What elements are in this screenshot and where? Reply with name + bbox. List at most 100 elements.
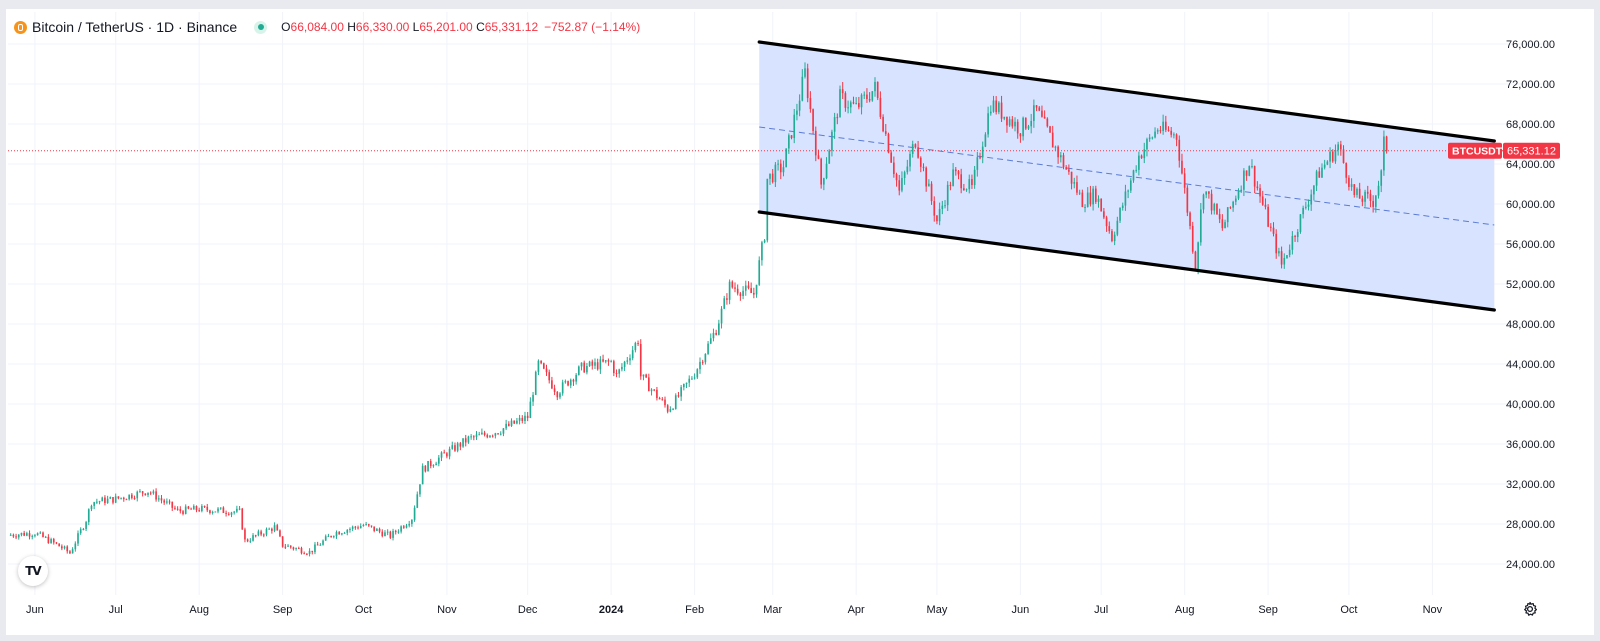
x-tick-label: Oct <box>355 604 372 616</box>
candle-down <box>715 329 717 336</box>
candle-up <box>252 533 254 542</box>
candle-up <box>981 141 984 164</box>
candle-body <box>777 163 779 165</box>
candle-body <box>82 528 85 530</box>
candle-down <box>1186 185 1189 217</box>
candle-up <box>758 256 761 286</box>
candle-body <box>1334 150 1337 162</box>
candle-body <box>464 438 467 443</box>
candle-body <box>322 540 324 545</box>
candle-down <box>491 434 494 438</box>
candle-body <box>868 99 871 101</box>
candle-down <box>858 96 860 110</box>
candle-down <box>1016 119 1019 139</box>
candle-body <box>914 144 917 148</box>
candle-body <box>992 100 995 112</box>
candle-body <box>731 281 734 288</box>
candle-body <box>179 509 182 512</box>
high-value: 66,330.00 <box>355 20 410 34</box>
ohlc-values: O66,084.00 H66,330.00 L65,201.00 C65,331… <box>281 20 538 34</box>
candle-body <box>214 511 217 513</box>
candle-body <box>736 288 739 294</box>
candle-body <box>378 528 381 532</box>
candle-body <box>564 381 567 383</box>
candle-body <box>1081 192 1084 208</box>
candle-body <box>483 432 486 435</box>
candle-down <box>179 506 182 514</box>
candle-body <box>114 496 117 503</box>
candle-up <box>319 543 322 546</box>
symbol-legend[interactable]: Bitcoin / TetherUS · 1D · Binance O66,08… <box>14 17 640 37</box>
x-tick-label: Mar <box>763 604 782 616</box>
candle-up <box>408 520 411 528</box>
candle-body <box>1288 249 1291 256</box>
candle-body <box>289 545 292 548</box>
candle-down <box>1280 246 1283 269</box>
candle-up <box>911 140 914 158</box>
candle-body <box>66 546 69 552</box>
y-tick-label: 32,000.00 <box>1506 479 1555 491</box>
candle-body <box>973 169 976 186</box>
candle-down <box>1267 204 1269 228</box>
candle-up <box>20 532 23 537</box>
candle-body <box>763 240 766 243</box>
channel-lower-line[interactable] <box>757 210 1496 312</box>
candle-body <box>938 208 941 222</box>
candle-body <box>9 534 12 536</box>
candle-body <box>1304 206 1307 208</box>
candle-up <box>365 521 367 526</box>
channel-upper-line[interactable] <box>757 40 1496 143</box>
candle-body <box>513 420 516 424</box>
candle-body <box>1046 118 1049 127</box>
candle-body <box>211 511 214 513</box>
candle-down <box>1089 185 1092 207</box>
candle-body <box>209 510 211 513</box>
candle-body <box>435 463 437 466</box>
symbol-title[interactable]: Bitcoin / TetherUS · 1D · Binance <box>32 19 238 35</box>
candle-body <box>658 398 661 400</box>
candle-up <box>693 373 696 380</box>
candle-up <box>621 363 623 372</box>
candle-body <box>90 505 93 510</box>
candle-up <box>1299 213 1302 234</box>
tradingview-logo-icon[interactable]: TV <box>18 556 48 586</box>
candle-body <box>147 492 149 496</box>
candle-down <box>1046 117 1049 128</box>
candle-up <box>376 527 378 532</box>
candle-body <box>330 535 332 537</box>
candle-body <box>1068 169 1070 172</box>
market-status-icon[interactable] <box>254 20 268 34</box>
candle-up <box>139 489 141 493</box>
candle-body <box>753 292 755 295</box>
candle-body <box>1129 180 1132 191</box>
candle-down <box>1019 133 1022 143</box>
price-axis[interactable]: 76,000.00 72,000.00 68,000.00 64,000.00 60,0… <box>1506 39 1555 571</box>
channel-borders[interactable] <box>757 40 1496 312</box>
candle-body <box>316 544 319 546</box>
gear-icon[interactable] <box>1522 601 1538 617</box>
candle-body <box>898 180 901 191</box>
candle-body <box>1377 185 1380 196</box>
candle-body <box>683 384 685 388</box>
candle-body <box>1162 121 1164 132</box>
candle-up <box>580 362 583 371</box>
candle-up <box>863 91 866 100</box>
candle-body <box>618 369 621 374</box>
candle-up <box>1288 244 1291 258</box>
candle-body <box>774 164 777 183</box>
candle-down <box>1024 117 1027 131</box>
candle-body <box>365 524 367 526</box>
parallel-channel[interactable] <box>759 42 1495 310</box>
candle-body <box>1049 126 1051 133</box>
candle-up <box>106 495 109 504</box>
candle-body <box>486 434 489 438</box>
candle-down <box>303 551 306 555</box>
candle-up <box>1313 185 1315 201</box>
candle-up <box>440 451 443 462</box>
candle-down <box>176 506 179 511</box>
candle-down <box>61 544 63 551</box>
time-axis[interactable]: Jun Jul Aug Sep Oct Nov Dec 2024 Feb Mar Apr May Jun… <box>26 604 1443 616</box>
candle-up <box>341 532 343 536</box>
